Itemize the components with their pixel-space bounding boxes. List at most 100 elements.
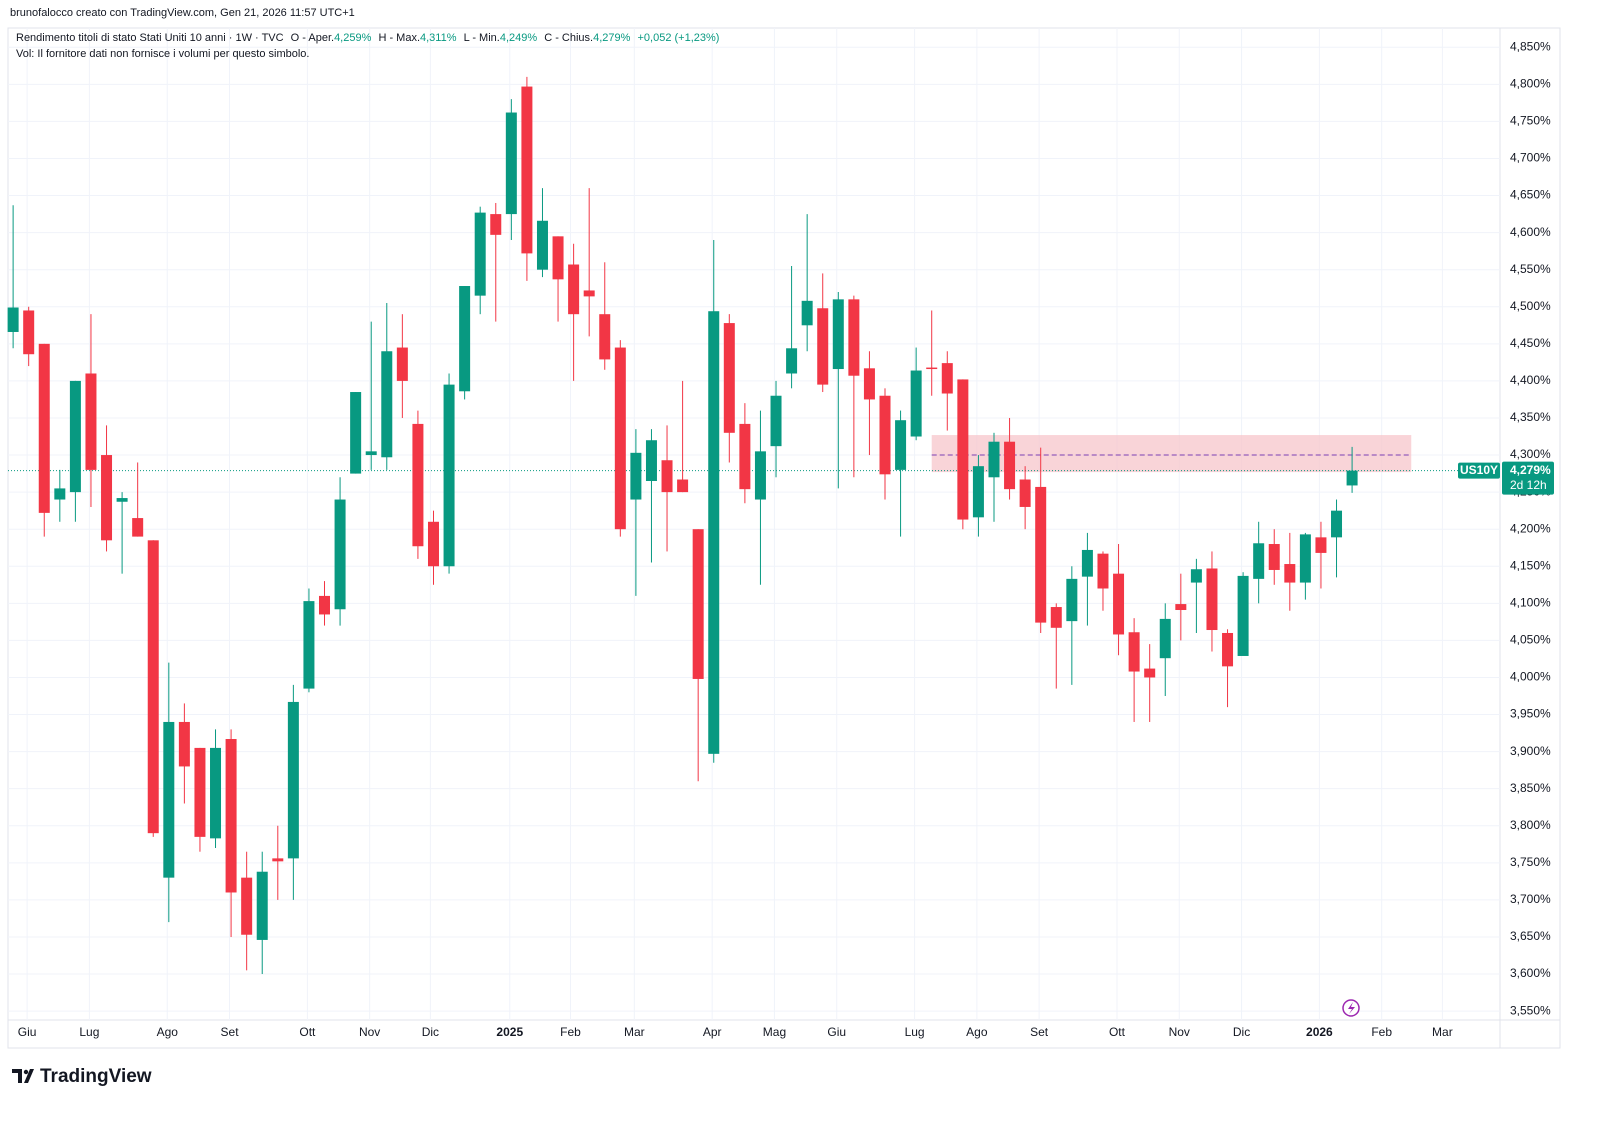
x-tick-label: Giu (827, 1025, 846, 1039)
x-tick-label: Set (221, 1025, 240, 1039)
y-tick-label: 4,050% (1510, 633, 1551, 647)
candle-body (879, 395, 891, 475)
candle-body (54, 488, 66, 500)
y-tick-label: 4,350% (1510, 410, 1551, 424)
candle-body (287, 701, 299, 859)
flash-icon (1342, 999, 1360, 1017)
candle-body (1144, 668, 1156, 678)
countdown-text: 2d 12h (1510, 478, 1547, 492)
candle-body (832, 299, 844, 370)
candle-body (69, 380, 81, 493)
x-tick-label: Mar (1432, 1025, 1453, 1039)
symbol-tag-text: US10Y (1460, 463, 1498, 477)
symbol-tag (1458, 462, 1500, 479)
x-tick-label: Set (1030, 1025, 1049, 1039)
y-tick-label: 4,150% (1510, 558, 1551, 572)
candle-body (614, 347, 626, 530)
logo: TradingView (12, 1066, 152, 1087)
x-tick-label: Giu (18, 1025, 37, 1039)
x-tick-label: Apr (703, 1025, 722, 1039)
candle-body (568, 264, 580, 315)
candle-body (926, 367, 938, 370)
candle-body (1299, 534, 1311, 583)
x-tick-label: Ott (299, 1025, 316, 1039)
candle-body (786, 348, 798, 374)
candle-body (941, 363, 953, 394)
candle-body (256, 871, 268, 940)
y-tick-label: 4,600% (1510, 225, 1551, 239)
candle-body (427, 521, 439, 567)
candle-body (1097, 553, 1109, 589)
candle-body (801, 300, 813, 326)
y-tick-label: 4,800% (1510, 77, 1551, 91)
y-tick-label: 4,000% (1510, 670, 1551, 684)
candle-body (210, 747, 222, 839)
candle-body (1004, 441, 1016, 490)
y-tick-label: 4,100% (1510, 596, 1551, 610)
candle-body (972, 466, 984, 518)
legend-symbol: Rendimento titoli di stato Stati Uniti 1… (16, 32, 284, 44)
x-tick-label: Lug (905, 1025, 925, 1039)
x-tick-label: 2026 (1306, 1025, 1333, 1039)
candle-body (303, 601, 315, 689)
candle-body (957, 379, 969, 520)
candle-body (163, 721, 175, 878)
x-tick-label: 2025 (496, 1025, 523, 1039)
x-tick-label: Nov (1169, 1025, 1190, 1039)
candle-body (350, 392, 362, 474)
y-tick-label: 3,700% (1510, 892, 1551, 906)
y-tick-label: 3,950% (1510, 707, 1551, 721)
candle-body (225, 739, 237, 893)
candle-body (85, 373, 97, 470)
candle-body (988, 441, 1000, 478)
price-tag (1502, 461, 1554, 495)
y-tick-label: 4,700% (1510, 151, 1551, 165)
candle-body (23, 310, 35, 355)
header: brunofalocco creato con TradingView.com,… (10, 7, 355, 19)
y-tick-label: 3,750% (1510, 855, 1551, 869)
price-tag-text: 4,279% (1510, 463, 1551, 477)
candle-body (661, 460, 673, 493)
x-tick-label: Dic (422, 1025, 439, 1039)
candle-body (1206, 568, 1218, 631)
candle-body (1159, 618, 1171, 659)
candle-body (490, 214, 502, 235)
candle-body (754, 451, 766, 500)
candle-body (1268, 544, 1280, 570)
candle-body (1253, 543, 1265, 579)
candle-body (1284, 564, 1296, 583)
candle-body (770, 395, 782, 447)
candle-body (677, 479, 689, 493)
candle-body (1113, 573, 1125, 635)
candle-body (817, 308, 829, 385)
y-tick-label: 4,300% (1510, 447, 1551, 461)
y-tick-label: 3,650% (1510, 929, 1551, 943)
candle-body (521, 86, 533, 254)
y-tick-label: 4,500% (1510, 299, 1551, 313)
candle-body (1066, 578, 1078, 622)
legend-c: 4,279% (593, 32, 631, 44)
candle-body (895, 420, 907, 470)
candle-body (1035, 486, 1047, 623)
candle-body (1050, 607, 1062, 628)
x-tick-label: Lug (79, 1025, 99, 1039)
legend-c-label: C - Chius. (544, 32, 593, 44)
candle-body (365, 451, 377, 456)
candle-body (1222, 632, 1234, 667)
grid (8, 28, 1500, 1020)
candle-body (412, 423, 424, 547)
x-tick-label: Mag (763, 1025, 786, 1039)
candles (7, 76, 1358, 975)
x-tick-label: Dic (1233, 1025, 1250, 1039)
y-tick-label: 3,850% (1510, 781, 1551, 795)
candle-body (1128, 632, 1140, 672)
candle-body (381, 351, 393, 458)
candle-body (1019, 479, 1031, 507)
legend-h-label: H - Max. (378, 32, 420, 44)
candle-body (241, 877, 253, 935)
candle-body (101, 455, 113, 541)
candle-body (132, 518, 144, 537)
y-tick-label: 3,800% (1510, 818, 1551, 832)
x-tick-label: Ott (1109, 1025, 1126, 1039)
